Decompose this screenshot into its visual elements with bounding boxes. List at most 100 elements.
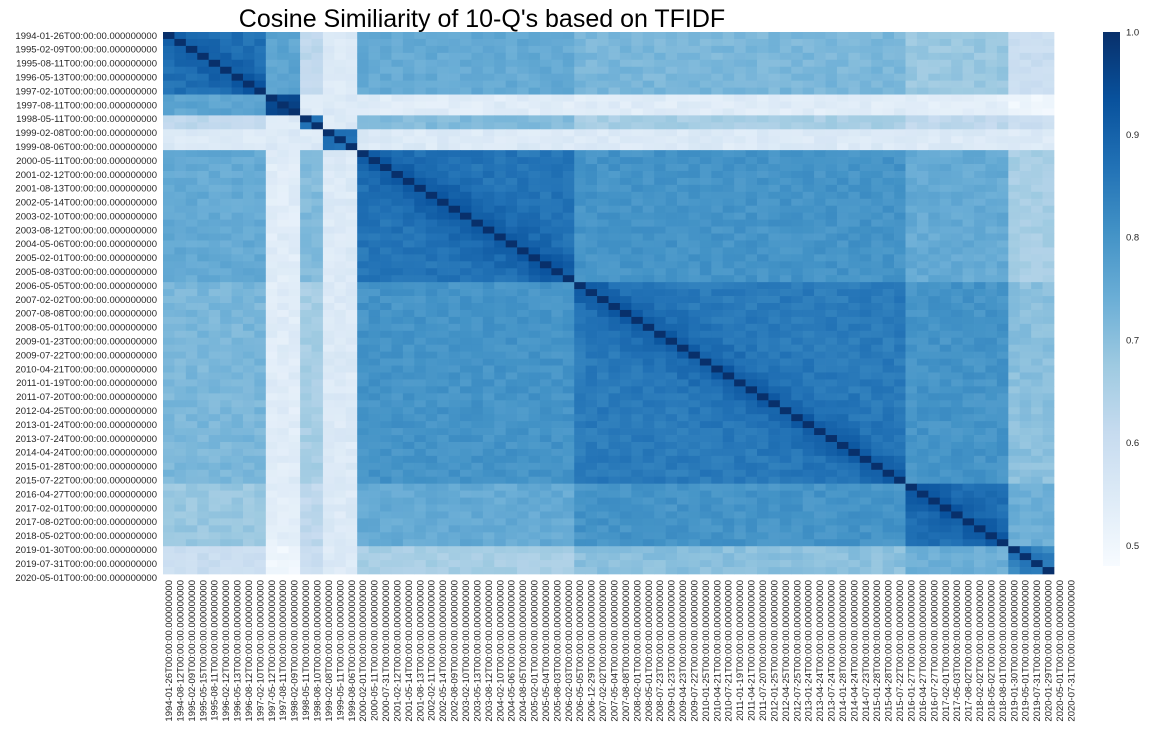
heatmap-cell [357, 393, 369, 401]
heatmap-cell [677, 435, 689, 443]
heatmap-cell [1019, 170, 1032, 179]
heatmap-cell [848, 393, 861, 401]
heatmap-cell [688, 372, 701, 380]
heatmap-cell [334, 129, 347, 137]
heatmap-cell [185, 441, 198, 450]
heatmap-cell [402, 303, 415, 311]
heatmap-cell [871, 441, 883, 450]
heatmap-cell [300, 87, 312, 95]
heatmap-cell [882, 261, 895, 269]
heatmap-cell [711, 191, 724, 200]
heatmap-cell [871, 122, 883, 130]
heatmap-cell [905, 282, 918, 290]
heatmap-cell [437, 101, 449, 109]
heatmap-cell [859, 212, 872, 220]
heatmap-cell [277, 101, 289, 109]
heatmap-cell [597, 52, 609, 61]
heatmap-cell [974, 247, 986, 255]
heatmap-cell [951, 261, 963, 269]
heatmap-cell [539, 164, 552, 172]
heatmap-cell [814, 164, 826, 172]
heatmap-cell [1031, 80, 1043, 88]
heatmap-cell [197, 337, 210, 346]
heatmap-cell [505, 101, 518, 109]
heatmap-cell [242, 261, 255, 269]
heatmap-cell [791, 261, 804, 269]
heatmap-cell [345, 73, 358, 81]
heatmap-cell [585, 379, 598, 387]
heatmap-cell [391, 32, 404, 40]
heatmap-cell [722, 365, 735, 373]
heatmap-cell [1031, 372, 1043, 380]
heatmap-cell [916, 45, 929, 54]
heatmap-cell [836, 282, 849, 290]
heatmap-cell [528, 136, 541, 144]
heatmap-cell [608, 198, 621, 207]
heatmap-cell [1019, 59, 1032, 68]
heatmap-cell [300, 386, 312, 394]
heatmap-cell [402, 309, 415, 318]
heatmap-cell [951, 219, 963, 227]
heatmap-cell [757, 198, 769, 207]
heatmap-cell [825, 73, 838, 81]
heatmap-cell [985, 38, 998, 47]
heatmap-cell [608, 115, 621, 123]
heatmap-cell [334, 268, 347, 276]
heatmap-cell [768, 428, 781, 436]
heatmap-cell [185, 87, 198, 95]
heatmap-cell [322, 247, 335, 255]
heatmap-cell [322, 469, 335, 478]
heatmap-cell [265, 428, 278, 436]
heatmap-cell [974, 150, 986, 158]
heatmap-cell [939, 164, 952, 172]
heatmap-cell [494, 136, 507, 144]
heatmap-cell [619, 428, 632, 436]
heatmap-cell [768, 38, 781, 47]
heatmap-cell [825, 101, 838, 109]
heatmap-cell [197, 476, 210, 485]
heatmap-cell [734, 428, 746, 436]
heatmap-cell [802, 303, 815, 311]
heatmap-cell [311, 268, 324, 276]
heatmap-cell [539, 261, 552, 269]
heatmap-cell [414, 32, 427, 40]
heatmap-cell [254, 184, 267, 193]
heatmap-cell [757, 372, 769, 380]
heatmap-cell [437, 205, 449, 214]
heatmap-cell [939, 428, 952, 436]
heatmap-cell [871, 254, 883, 262]
heatmap-cell [836, 268, 849, 276]
heatmap-cell [448, 303, 461, 311]
heatmap-cell [208, 122, 221, 130]
heatmap-cell [185, 94, 198, 102]
heatmap-cell [951, 268, 963, 276]
heatmap-cell [402, 59, 415, 68]
heatmap-cell [528, 150, 541, 158]
heatmap-cell [996, 289, 1009, 297]
heatmap-cell [242, 177, 255, 186]
heatmap-cell [448, 289, 461, 297]
heatmap-cell [939, 261, 952, 269]
heatmap-cell [448, 282, 461, 290]
heatmap-cell [539, 87, 552, 95]
heatmap-cell [905, 94, 918, 102]
heatmap-cell [677, 191, 689, 200]
heatmap-cell [711, 247, 724, 255]
heatmap-cell [551, 233, 564, 241]
heatmap-cell [916, 226, 929, 234]
heatmap-cell [996, 164, 1009, 172]
heatmap-cell [734, 52, 746, 61]
heatmap-cell [402, 177, 415, 186]
heatmap-cell [242, 462, 255, 471]
heatmap-cell [985, 365, 998, 373]
heatmap-cell [208, 309, 221, 318]
heatmap-cell [357, 87, 369, 95]
heatmap-cell [539, 372, 552, 380]
heatmap-cell [894, 289, 906, 297]
heatmap-cell [928, 441, 941, 450]
heatmap-cell [688, 233, 701, 241]
heatmap-cell [619, 247, 632, 255]
heatmap-cell [368, 309, 381, 318]
heatmap-cell [791, 240, 804, 248]
heatmap-cell [894, 309, 906, 318]
